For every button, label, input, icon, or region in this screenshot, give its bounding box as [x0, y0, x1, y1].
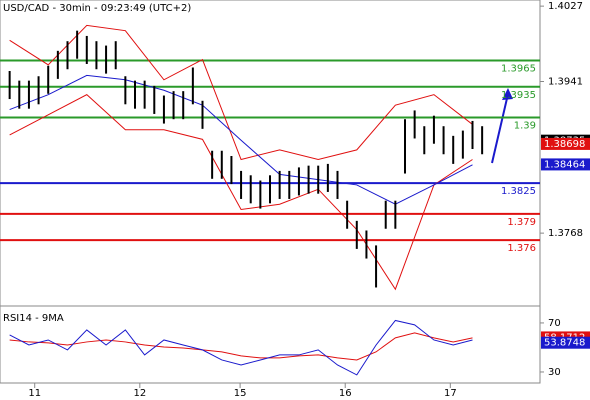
x-tick-label: 17: [444, 388, 457, 399]
rsi-line: [9, 319, 473, 376]
price-marker: [541, 158, 590, 171]
x-tick-label: 16: [339, 388, 352, 399]
y-tick-label: 1.3941: [548, 77, 583, 88]
annotation-arrow: [491, 93, 509, 164]
y-tick-label: 1.4027: [548, 1, 583, 12]
price-marker: [541, 137, 590, 150]
level-label: 1.3825: [501, 186, 536, 197]
chart-title: USD/CAD - 30min - 09:23:49 (UTC+2): [3, 3, 191, 14]
price-marker-label: 1.38698: [544, 139, 585, 150]
price-marker-label: 53.8748: [544, 338, 585, 349]
level-label: 1.39: [514, 120, 536, 131]
y-tick-label: 70: [548, 318, 561, 329]
y-tick-label: 30: [548, 367, 561, 378]
x-tick-label: 12: [133, 388, 146, 399]
level-label: 1.376: [507, 243, 536, 254]
rsi-line: [9, 332, 473, 361]
x-tick-label: 15: [234, 388, 247, 399]
level-label: 1.3935: [501, 90, 536, 101]
y-tick-label: 1.3768: [548, 228, 583, 239]
level-label: 1.379: [507, 217, 536, 228]
indicator-line: [9, 94, 473, 291]
indicator-line: [9, 24, 473, 161]
annotation-arrowhead: [502, 88, 513, 100]
price-marker: [541, 336, 590, 349]
level-label: 1.3965: [501, 63, 536, 74]
price-marker-label: 1.38464: [544, 159, 585, 170]
rsi-title: RSI14 - 9MA: [3, 313, 64, 324]
x-tick-label: 11: [28, 388, 41, 399]
